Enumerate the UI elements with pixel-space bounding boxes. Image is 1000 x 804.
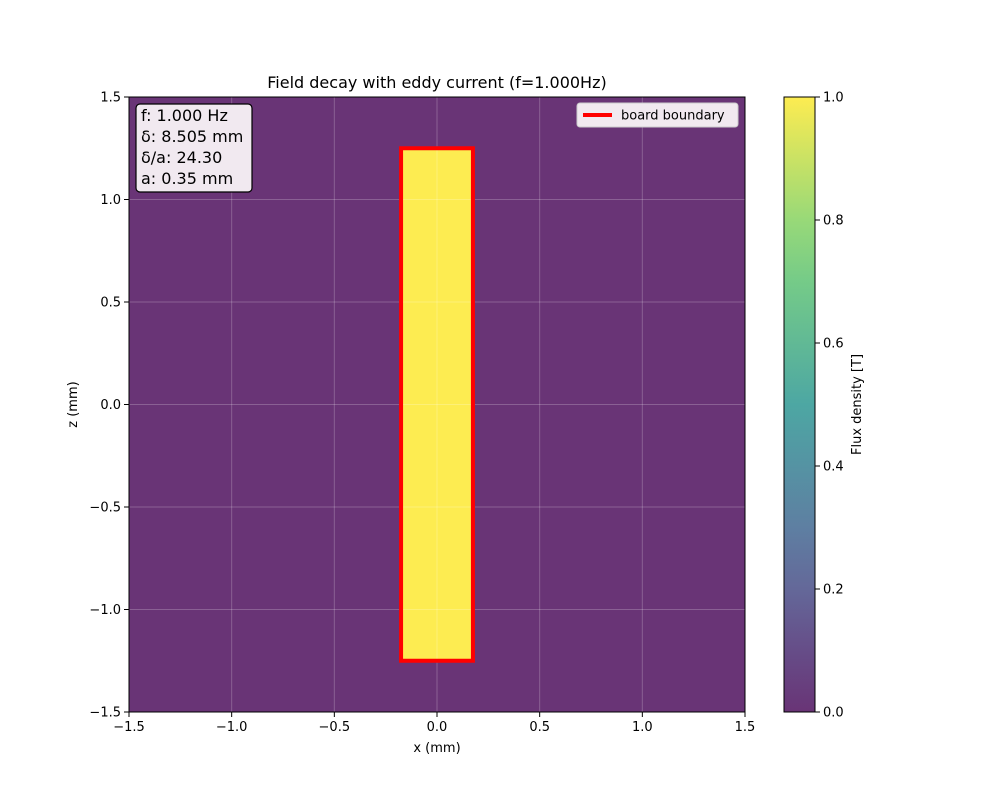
colorbar-label: Flux density [T] [850,354,865,455]
x-tick-label: −1.5 [113,720,145,735]
x-tick-label: −1.0 [216,720,248,735]
colorbar-tick-label: 0.6 [823,337,844,352]
info-box: f: 1.000 Hz δ: 8.505 mm δ/a: 24.30 a: 0.… [135,103,253,193]
info-line-ratio: δ/a: 24.30 [141,148,222,167]
colorbar-frame [783,96,816,713]
y-axis-label: z (mm) [66,381,81,427]
y-axis-ticks: −1.5 −1.0 −0.5 0.0 0.5 1.0 1.5 [89,91,129,721]
colorbar-tick-label: 0.0 [823,706,844,721]
info-line-frequency: f: 1.000 Hz [141,106,228,125]
colorbar-tick-label: 0.8 [823,214,844,229]
chart-title: Field decay with eddy current (f=1.000Hz… [267,73,606,92]
x-tick-label: 0.0 [427,720,448,735]
x-axis-label: x (mm) [413,741,460,756]
y-tick-label: 0.5 [100,296,121,311]
colorbar-gradient [784,97,815,712]
y-tick-label: 1.0 [100,193,121,208]
x-tick-label: −0.5 [319,720,351,735]
board-field [401,148,473,661]
x-tick-label: 0.5 [529,720,550,735]
x-tick-label: 1.0 [632,720,653,735]
colorbar-ticks: 0.0 0.2 0.4 0.6 0.8 1.0 [815,91,844,721]
info-line-skin-depth: δ: 8.505 mm [141,127,243,146]
colorbar-tick-label: 0.2 [823,583,844,598]
info-line-half-width: a: 0.35 mm [141,169,233,188]
y-tick-label: −0.5 [89,501,121,516]
x-axis-ticks: −1.5 −1.0 −0.5 0.0 0.5 1.0 1.5 [113,712,755,735]
legend-frame [576,102,739,128]
y-tick-label: 0.0 [100,398,121,413]
colorbar-tick-label: 1.0 [823,91,844,106]
board-boundary-outline [399,146,475,663]
colorbar-tick-label: 0.4 [823,460,844,475]
board [399,146,475,663]
legend-label-board-boundary: board boundary [621,109,725,124]
colorbar: 0.0 0.2 0.4 0.6 0.8 1.0 Flux density [T] [783,91,865,721]
y-tick-label: 1.5 [100,91,121,106]
y-tick-label: −1.0 [89,603,121,618]
y-tick-label: −1.5 [89,706,121,721]
legend: board boundary [576,102,739,128]
info-box-frame [135,103,253,193]
x-tick-label: 1.5 [735,720,756,735]
